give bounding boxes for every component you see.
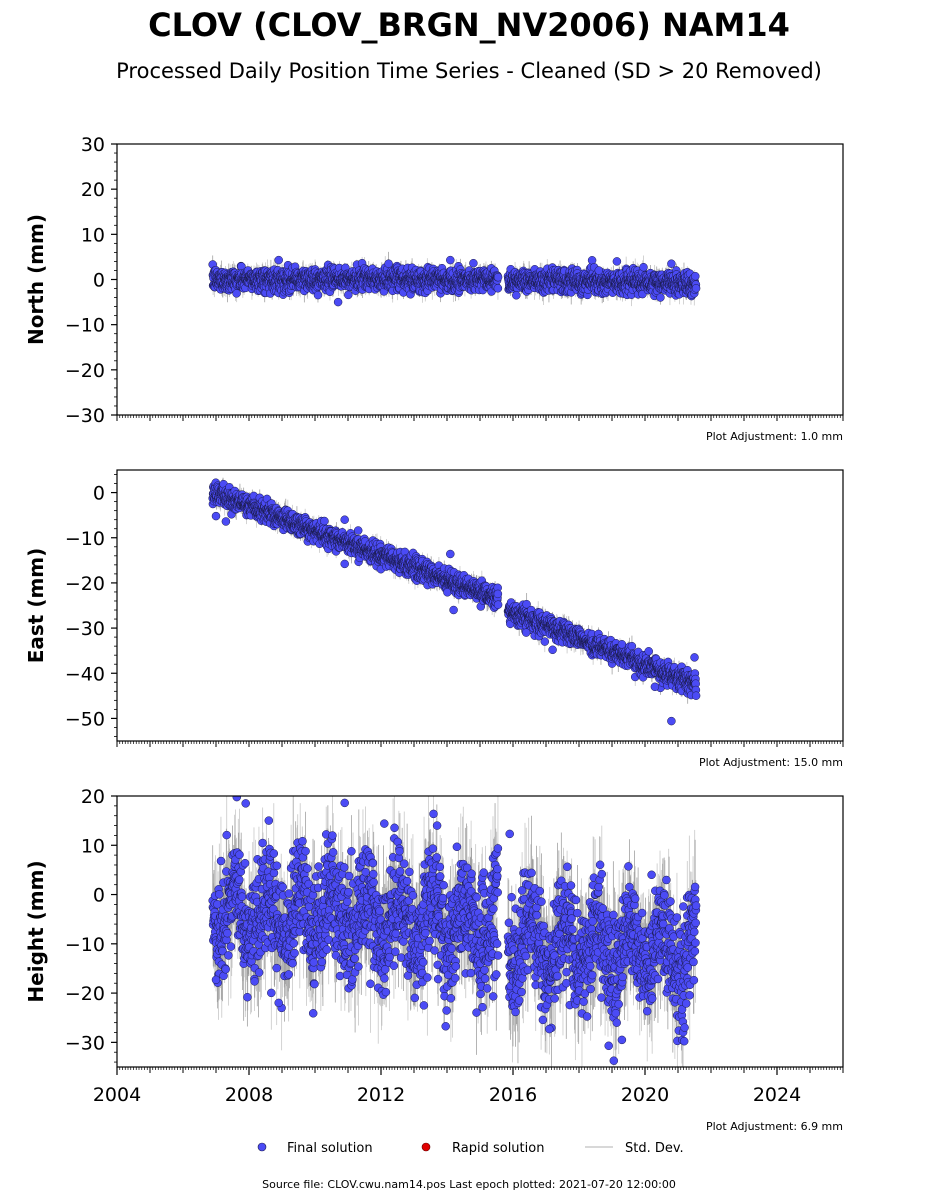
plot-panels: −30 −20 −10 0 10 20 30 North (mm) Plot Adjustmen… xyxy=(24,134,844,1133)
y-axis-label: North (mm) xyxy=(24,214,48,345)
y-tick-label: 30 xyxy=(81,134,105,156)
data-point xyxy=(493,284,503,293)
data-point xyxy=(612,257,622,266)
y-tick-label: −30 xyxy=(65,405,105,427)
data-point xyxy=(587,256,597,265)
data-point xyxy=(493,272,503,282)
chart-title: CLOV (CLOV_BRGN_NV2006) NAM14 xyxy=(148,6,790,44)
data-point xyxy=(384,259,393,268)
data-point xyxy=(691,271,700,281)
data-point xyxy=(313,290,323,300)
chart-subtitle: Processed Daily Position Time Series - C… xyxy=(116,59,822,83)
data-point xyxy=(344,290,353,300)
outlier-point xyxy=(512,291,521,300)
data-point xyxy=(656,293,665,302)
plot-adjustment-label: Plot Adjustment: 1.0 mm xyxy=(706,430,843,443)
outlier-point xyxy=(333,297,343,307)
outlier-point xyxy=(446,255,455,265)
outlier-point xyxy=(469,258,478,268)
outlier-point xyxy=(667,259,676,268)
y-tick-label: −20 xyxy=(65,360,105,382)
outlier-point xyxy=(594,266,604,275)
panel-1: −30 −20 −10 0 10 20 30 North (mm) Plot Adjustmen… xyxy=(24,134,844,443)
y-tick-label: 10 xyxy=(81,224,105,246)
data-point xyxy=(639,262,648,272)
outlier-point xyxy=(274,255,283,265)
data-point xyxy=(691,284,701,293)
data-point xyxy=(232,289,241,298)
y-tick-label: 0 xyxy=(93,270,105,292)
final-solution-points xyxy=(208,478,701,726)
y-tick-label: 20 xyxy=(81,179,105,201)
y-tick-label: −10 xyxy=(65,315,105,337)
final-solution-points xyxy=(208,255,701,307)
